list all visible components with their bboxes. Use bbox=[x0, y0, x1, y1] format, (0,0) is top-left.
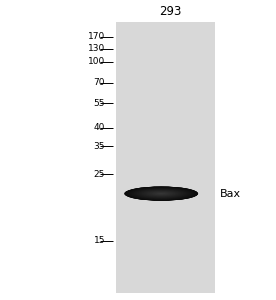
Ellipse shape bbox=[151, 192, 172, 196]
Ellipse shape bbox=[152, 192, 171, 196]
Ellipse shape bbox=[153, 192, 170, 195]
Ellipse shape bbox=[139, 189, 184, 198]
Ellipse shape bbox=[128, 187, 194, 200]
Ellipse shape bbox=[131, 188, 191, 200]
Ellipse shape bbox=[135, 188, 188, 199]
Ellipse shape bbox=[127, 187, 196, 200]
Ellipse shape bbox=[142, 190, 180, 197]
Text: Bax: Bax bbox=[220, 189, 241, 199]
Ellipse shape bbox=[156, 193, 166, 195]
Ellipse shape bbox=[153, 192, 169, 195]
Ellipse shape bbox=[159, 193, 163, 194]
Ellipse shape bbox=[154, 192, 169, 195]
Ellipse shape bbox=[149, 191, 174, 196]
Text: 25: 25 bbox=[94, 170, 105, 179]
Ellipse shape bbox=[139, 189, 183, 198]
Ellipse shape bbox=[137, 189, 186, 198]
Text: 55: 55 bbox=[94, 99, 105, 108]
Ellipse shape bbox=[144, 190, 179, 197]
Ellipse shape bbox=[141, 190, 182, 197]
Text: 35: 35 bbox=[94, 142, 105, 151]
Ellipse shape bbox=[145, 190, 178, 197]
Ellipse shape bbox=[134, 188, 189, 199]
Ellipse shape bbox=[152, 192, 171, 195]
Ellipse shape bbox=[136, 189, 186, 199]
Ellipse shape bbox=[134, 188, 188, 199]
Ellipse shape bbox=[147, 191, 176, 197]
Ellipse shape bbox=[124, 187, 198, 201]
Ellipse shape bbox=[129, 187, 194, 200]
Ellipse shape bbox=[145, 190, 177, 197]
Ellipse shape bbox=[155, 192, 167, 195]
Text: 70: 70 bbox=[94, 78, 105, 87]
Ellipse shape bbox=[129, 188, 193, 200]
Text: 170: 170 bbox=[88, 32, 105, 41]
Ellipse shape bbox=[131, 188, 192, 200]
Ellipse shape bbox=[150, 191, 172, 196]
Ellipse shape bbox=[158, 193, 164, 194]
Ellipse shape bbox=[148, 191, 175, 196]
Text: 15: 15 bbox=[94, 236, 105, 245]
Ellipse shape bbox=[144, 190, 179, 197]
Ellipse shape bbox=[140, 190, 183, 198]
Ellipse shape bbox=[126, 187, 196, 200]
Text: 100: 100 bbox=[88, 58, 105, 67]
Ellipse shape bbox=[124, 187, 198, 201]
Ellipse shape bbox=[140, 190, 182, 198]
Ellipse shape bbox=[128, 187, 195, 200]
Ellipse shape bbox=[132, 188, 190, 199]
Ellipse shape bbox=[150, 191, 173, 196]
Ellipse shape bbox=[142, 190, 181, 197]
Ellipse shape bbox=[126, 187, 197, 200]
Ellipse shape bbox=[132, 188, 191, 199]
Ellipse shape bbox=[137, 189, 185, 198]
Ellipse shape bbox=[156, 193, 167, 195]
Ellipse shape bbox=[158, 193, 165, 194]
Ellipse shape bbox=[130, 188, 193, 200]
Ellipse shape bbox=[143, 190, 180, 197]
Ellipse shape bbox=[138, 189, 185, 198]
Ellipse shape bbox=[155, 192, 168, 195]
Text: 293: 293 bbox=[160, 4, 182, 18]
Ellipse shape bbox=[157, 193, 166, 194]
Text: 40: 40 bbox=[94, 123, 105, 132]
Ellipse shape bbox=[159, 193, 164, 194]
Ellipse shape bbox=[136, 189, 187, 199]
Ellipse shape bbox=[133, 188, 190, 199]
Ellipse shape bbox=[147, 191, 175, 196]
Ellipse shape bbox=[125, 187, 198, 201]
Bar bbox=[116, 22, 214, 293]
Text: 130: 130 bbox=[88, 44, 105, 53]
Ellipse shape bbox=[148, 191, 174, 196]
Ellipse shape bbox=[146, 191, 177, 197]
